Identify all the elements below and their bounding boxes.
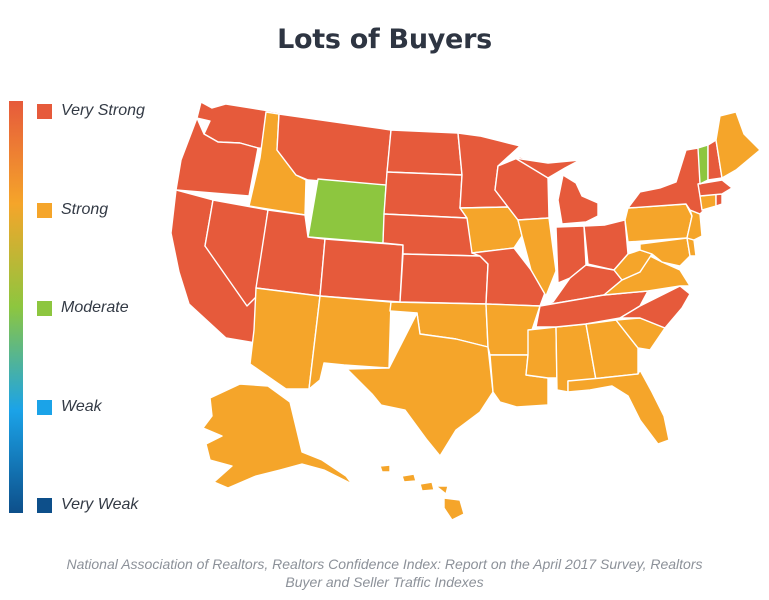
state-HI-4 [435,485,449,495]
legend-label-weak: Weak [61,398,102,415]
legend-item-very-strong: Very Strong [37,102,145,120]
state-CO [319,238,404,303]
legend-label-very-weak: Very Weak [61,496,139,513]
state-VT [697,144,709,185]
legend-swatch-strong [37,202,52,218]
state-KS [399,253,489,305]
legend-item-very-weak: Very Weak [37,496,138,514]
legend-item-strong: Strong [37,201,108,219]
state-NY [627,147,705,215]
legend-swatch-very-weak [37,497,52,513]
legend-item-weak: Weak [37,398,102,416]
legend-item-moderate: Moderate [37,299,129,317]
legend-label-moderate: Moderate [61,299,129,316]
state-NV [204,199,269,307]
state-MI [514,157,581,179]
state-HI-2 [401,473,417,483]
source-line-1: National Association of Realtors, Realto… [66,556,703,572]
state-MA [697,179,733,197]
state-WY [307,178,387,244]
state-SD [383,171,468,219]
state-IL [517,217,557,297]
state-RI [715,193,723,207]
state-PA [624,203,693,243]
state-ND [386,129,463,176]
state-TX [346,312,494,457]
legend-gradient-bar [9,101,23,513]
state-NC [619,285,691,329]
state-MI-lower [557,174,599,225]
state-HI-1 [379,464,391,473]
legend-swatch-very-strong [37,103,52,119]
source-note: National Association of Realtors, Realto… [0,555,769,591]
state-FL [567,369,670,445]
legend-label-strong: Strong [61,201,109,218]
legend-label-very-strong: Very Strong [61,102,145,119]
map-title: Lots of Buyers [277,24,492,55]
legend-swatch-moderate [37,300,52,316]
state-HI-3 [419,481,435,492]
state-ME [715,111,761,179]
state-NM [308,295,392,390]
legend-swatch-weak [37,399,52,415]
state-OR [175,117,259,197]
state-AK [202,383,353,489]
state-HI-5 [443,497,465,521]
state-AZ [249,287,321,390]
source-line-2: Buyer and Seller Traffic Indexes [285,574,484,590]
state-MS [525,326,558,379]
